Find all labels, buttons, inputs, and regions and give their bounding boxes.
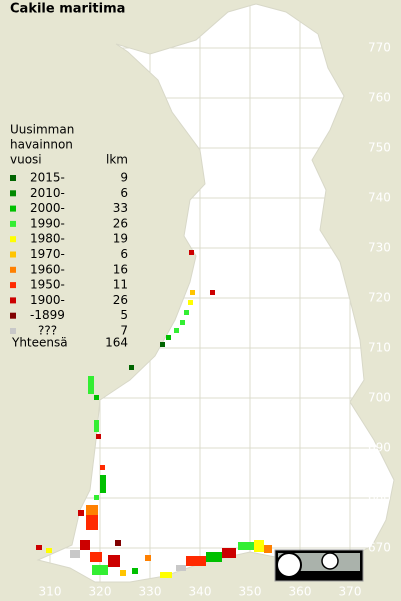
legend-count: 26 (113, 293, 128, 307)
legend-label: 2010- (30, 186, 65, 200)
legend-count: 26 (113, 216, 128, 230)
legend-count: 5 (120, 308, 128, 322)
land (36, 3, 395, 583)
legend-swatch (10, 297, 16, 304)
x-label: 330 (139, 585, 162, 599)
legend-heading: Uusimman (10, 123, 74, 137)
legend-label: 1980- (30, 232, 65, 246)
y-label: 670 (368, 541, 391, 555)
legend-count: 6 (120, 186, 128, 200)
legend-label: 1950- (30, 278, 65, 292)
x-label: 320 (89, 585, 112, 599)
y-label: 690 (368, 441, 391, 455)
title: Cakile maritima (10, 2, 125, 17)
legend-label: 2015- (30, 171, 65, 185)
legend-swatch (10, 205, 16, 212)
legend-swatch (10, 282, 16, 289)
x-label: 350 (239, 585, 262, 599)
cc-by-badge (274, 549, 364, 582)
legend-label: 1900- (30, 293, 65, 307)
y-label: 760 (368, 91, 391, 105)
legend-swatch (10, 220, 16, 227)
legend-count: 6 (120, 247, 128, 261)
legend-heading: havainnon (10, 138, 73, 152)
x-label: 370 (339, 585, 362, 599)
legend-count-heading: lkm (106, 153, 128, 167)
y-label: 770 (368, 41, 391, 55)
x-label: 310 (39, 585, 62, 599)
legend-swatch (10, 190, 16, 197)
legend-label: 1960- (30, 262, 65, 276)
y-label: 730 (368, 241, 391, 255)
x-label: 360 (289, 585, 312, 599)
coordinate-labels: 310 320 330 340 350 360 370 770 760 750 740 730 720 7… (39, 41, 391, 599)
legend-label: -1899 (30, 308, 65, 322)
legend-swatch (10, 312, 16, 319)
legend-swatch (10, 236, 16, 243)
legend-label: ??? (38, 324, 57, 338)
y-label: 750 (368, 141, 391, 155)
legend-heading: vuosi (10, 153, 42, 167)
legend-count: 9 (120, 171, 128, 185)
legend-label: 1990- (30, 216, 65, 230)
legend-swatch (10, 328, 16, 334)
legend-swatch (10, 251, 16, 258)
legend-count: 7 (120, 324, 128, 338)
x-label: 340 (189, 585, 212, 599)
legend-count: 19 (113, 232, 128, 246)
y-label: 710 (368, 341, 391, 355)
y-label: 720 (368, 291, 391, 305)
y-label: 740 (368, 191, 391, 205)
legend-count: 16 (113, 262, 128, 276)
legend-label: 1970- (30, 247, 65, 261)
total-count: 164 (105, 336, 128, 350)
total-label: Yhteensä (11, 336, 68, 350)
legend-swatch (10, 266, 16, 273)
legend-swatch (10, 175, 16, 181)
legend-count: 33 (113, 201, 128, 215)
y-label: 700 (368, 391, 391, 405)
legend-label: 2000- (30, 201, 65, 215)
y-label: 680 (368, 491, 391, 505)
legend-count: 11 (113, 278, 128, 292)
observation-squares (36, 250, 272, 578)
